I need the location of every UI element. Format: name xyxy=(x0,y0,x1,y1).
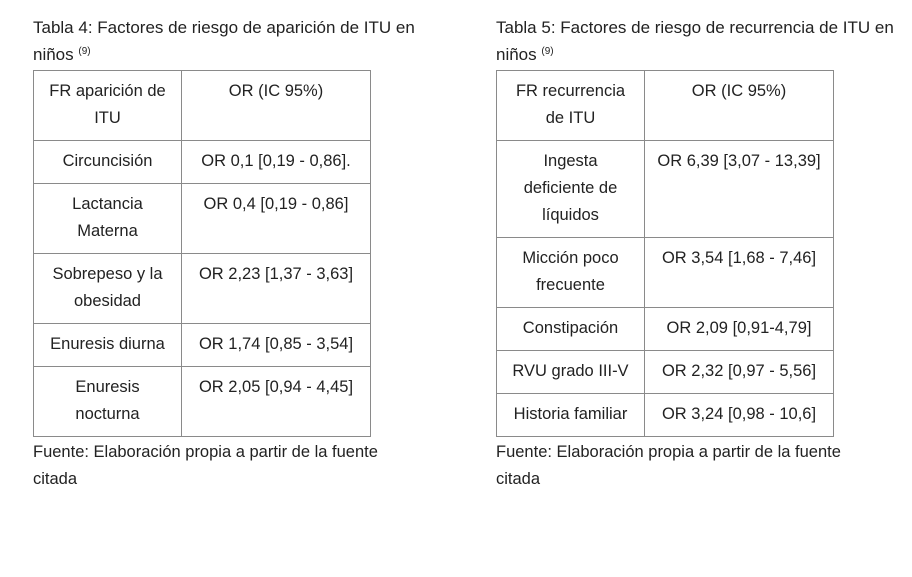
risk-factor-cell: RVU grado III-V xyxy=(496,350,645,394)
table-row: RVU grado III-V OR 2,32 [0,97 - 5,56] xyxy=(496,350,834,394)
odds-ratio-cell: OR 2,05 [0,94 - 4,45] xyxy=(181,366,371,437)
table-row: Enuresis nocturna OR 2,05 [0,94 - 4,45] xyxy=(33,366,371,437)
table-row: Lactancia Materna OR 0,4 [0,19 - 0,86] xyxy=(33,183,371,254)
odds-ratio-cell: OR 2,23 [1,37 - 3,63] xyxy=(181,253,371,324)
table-5-reference: (9) xyxy=(541,46,554,57)
risk-factor-cell: Lactancia Materna xyxy=(33,183,182,254)
table-row: Circuncisión OR 0,1 [0,19 - 0,86]. xyxy=(33,140,371,184)
table-4-panel: Tabla 4: Factores de riesgo de aparición… xyxy=(33,14,433,493)
table-row: Ingesta deficiente de líquidos OR 6,39 [… xyxy=(496,140,834,238)
table-header-row: FR aparición de ITU OR (IC 95%) xyxy=(33,70,371,141)
risk-factor-cell: Circuncisión xyxy=(33,140,182,184)
odds-ratio-cell: OR 0,1 [0,19 - 0,86]. xyxy=(181,140,371,184)
column-header-or: OR (IC 95%) xyxy=(181,70,371,141)
table-5-caption: Tabla 5: Factores de riesgo de recurrenc… xyxy=(496,14,896,68)
odds-ratio-cell: OR 0,4 [0,19 - 0,86] xyxy=(181,183,371,254)
risk-factor-cell: Sobrepeso y la obesidad xyxy=(33,253,182,324)
table-4-source: Fuente: Elaboración propia a partir de l… xyxy=(33,443,378,488)
table-4: FR aparición de ITU OR (IC 95%) Circunci… xyxy=(33,70,371,437)
column-header-risk-factor: FR aparición de ITU xyxy=(33,70,182,141)
risk-factor-cell: Enuresis diurna xyxy=(33,323,182,367)
table-5-panel: Tabla 5: Factores de riesgo de recurrenc… xyxy=(496,14,896,493)
risk-factor-cell: Historia familiar xyxy=(496,393,645,437)
table-row: Historia familiar OR 3,24 [0,98 - 10,6] xyxy=(496,393,834,437)
table-5-caption-text: Tabla 5: Factores de riesgo de recurrenc… xyxy=(496,18,894,64)
odds-ratio-cell: OR 2,09 [0,91-4,79] xyxy=(644,307,834,351)
odds-ratio-cell: OR 3,24 [0,98 - 10,6] xyxy=(644,393,834,437)
table-5: FR recurrencia de ITU OR (IC 95%) Ingest… xyxy=(496,70,834,437)
table-row: Sobrepeso y la obesidad OR 2,23 [1,37 - … xyxy=(33,253,371,324)
table-row: Micción poco frecuente OR 3,54 [1,68 - 7… xyxy=(496,237,834,308)
table-5-source: Fuente: Elaboración propia a partir de l… xyxy=(496,443,841,488)
table-row: Enuresis diurna OR 1,74 [0,85 - 3,54] xyxy=(33,323,371,367)
odds-ratio-cell: OR 3,54 [1,68 - 7,46] xyxy=(644,237,834,308)
table-4-caption: Tabla 4: Factores de riesgo de aparición… xyxy=(33,14,433,68)
odds-ratio-cell: OR 2,32 [0,97 - 5,56] xyxy=(644,350,834,394)
risk-factor-cell: Micción poco frecuente xyxy=(496,237,645,308)
odds-ratio-cell: OR 6,39 [3,07 - 13,39] xyxy=(644,140,834,238)
risk-factor-cell: Constipación xyxy=(496,307,645,351)
column-header-risk-factor: FR recurrencia de ITU xyxy=(496,70,645,141)
table-4-reference: (9) xyxy=(78,46,91,57)
risk-factor-cell: Ingesta deficiente de líquidos xyxy=(496,140,645,238)
risk-factor-cell: Enuresis nocturna xyxy=(33,366,182,437)
table-4-caption-text: Tabla 4: Factores de riesgo de aparición… xyxy=(33,18,415,64)
odds-ratio-cell: OR 1,74 [0,85 - 3,54] xyxy=(181,323,371,367)
table-header-row: FR recurrencia de ITU OR (IC 95%) xyxy=(496,70,834,141)
column-header-or: OR (IC 95%) xyxy=(644,70,834,141)
table-row: Constipación OR 2,09 [0,91-4,79] xyxy=(496,307,834,351)
